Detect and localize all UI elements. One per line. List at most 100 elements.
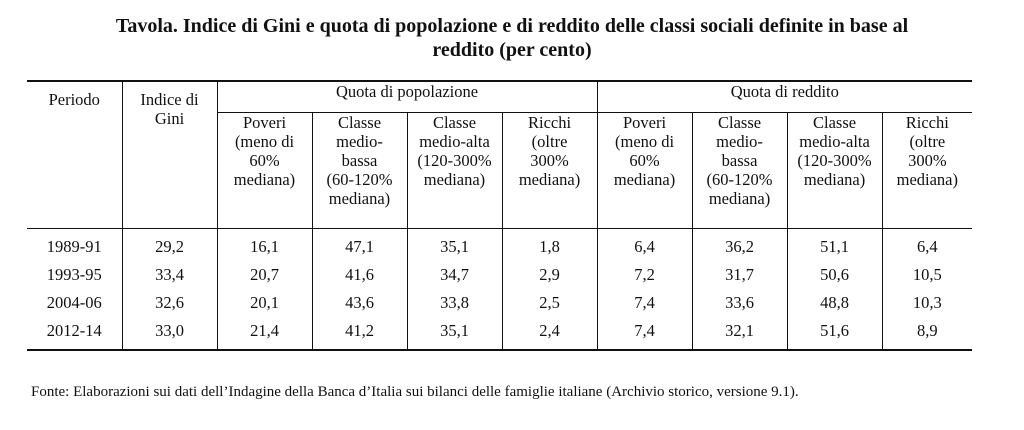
subheader-line: (120-300% [417,151,492,170]
subheader-line: (meno di [614,132,675,151]
subheader-red-medio-bassa: Classe medio-bassa (60-120% mediana) [691,112,788,229]
subheader-line: mediana) [233,170,296,189]
cell-red-poveri: 7,4 [596,321,693,351]
gini-table: Periodo Indice di Gini Quota di popolazi… [27,80,973,351]
subheader-line: Poveri [623,113,667,132]
subheader-line: mediana) [896,170,958,189]
subheader-line: Classe [813,113,857,132]
subheader-line: (60-120% [326,170,393,189]
header-gini: Indice di Gini [121,80,217,229]
subheader-red-medio-alta: Classe medio-alta (120-300% mediana) [786,112,883,229]
subheader-line: bassa [341,151,378,170]
cell-periodo: 1993-95 [46,265,102,284]
cell-pop-medio-bassa: 47,1 [311,228,407,265]
subheader-line: 300% [908,151,947,170]
header-quota-popolazione: Quota di popolazione [216,80,598,113]
cell-gini: 33,0 [121,321,217,351]
cell-pop-medio-alta: 33,8 [406,293,502,321]
cell-red-poveri: 6,4 [596,228,693,265]
subheader-line: mediana) [328,189,391,208]
subheader-line: Classe [337,113,382,132]
cell-red-medio-alta: 50,6 [786,265,883,293]
subheader-line: 60% [629,151,660,170]
cell-gini: 32,6 [121,293,217,321]
subheader-line: medio- [336,132,383,151]
subheader-red-poveri: Poveri (meno di 60% mediana) [596,112,693,229]
subheader-line: 300% [530,151,569,170]
title-line-1: Tavola. Indice di Gini e quota di popola… [115,15,909,37]
table-row: 1989-91 29,2 16,1 47,1 35,1 1,8 6,4 36,2… [27,228,973,265]
cell-periodo: 2004-06 [46,293,102,312]
header-gini-line-1: Indice di [140,90,199,109]
subheader-line: mediana) [423,170,486,189]
header-quota-reddito: Quota di reddito [596,80,973,113]
cell-gini: 33,4 [121,265,217,293]
cell-pop-poveri: 20,7 [216,265,312,293]
subheader-line: medio- [716,132,763,151]
cell-red-poveri: 7,4 [596,293,693,321]
header-periodo-label: Periodo [48,90,100,109]
cell-red-ricchi: 10,3 [881,293,973,321]
subheader-line: Classe [718,113,762,132]
subheader-pop-medio-bassa: Classe medio-bassa (60-120% mediana) [311,112,407,229]
subheader-line: (60-120% [706,170,773,189]
cell-pop-medio-alta: 35,1 [406,321,502,351]
table-row: 2004-06 32,6 20,1 43,6 33,8 2,5 7,4 33,6… [27,293,973,321]
header-quota-reddito-label: Quota di reddito [730,82,839,101]
cell-red-poveri: 7,2 [596,265,693,293]
subheader-line: mediana) [518,170,581,189]
cell-red-medio-bassa: 36,2 [691,228,788,265]
title-line-2: reddito (per cento) [432,39,592,61]
table-row: 2012-14 33,0 21,4 41,2 35,1 2,4 7,4 32,1… [27,321,973,351]
cell-pop-medio-bassa: 41,2 [311,321,407,351]
subheader-line: Ricchi [527,113,572,132]
subheader-line: (oltre [531,132,568,151]
cell-pop-medio-bassa: 43,6 [311,293,407,321]
subheader-red-ricchi: Ricchi (oltre 300% mediana) [881,112,973,229]
cell-red-ricchi: 8,9 [881,321,973,351]
subheader-line: 60% [249,151,280,170]
header-gini-line-2: Gini [154,109,185,128]
cell-pop-poveri: 16,1 [216,228,312,265]
subheader-pop-ricchi: Ricchi (oltre 300% mediana) [501,112,598,229]
source-footnote: Fonte: Elaborazioni sui dati dell’Indagi… [31,384,799,400]
cell-red-medio-bassa: 31,7 [691,265,788,293]
subheader-pop-medio-alta: Classe medio-alta (120-300% mediana) [406,112,502,229]
cell-red-medio-bassa: 33,6 [691,293,788,321]
cell-pop-ricchi: 2,4 [501,321,598,351]
cell-gini: 29,2 [121,228,217,265]
subheader-line: mediana) [803,170,866,189]
cell-pop-poveri: 21,4 [216,321,312,351]
cell-red-medio-alta: 51,1 [786,228,883,265]
subheader-line: mediana) [708,189,771,208]
cell-pop-ricchi: 1,8 [501,228,598,265]
table-title: Tavola. Indice di Gini e quota di popola… [0,14,1024,62]
cell-pop-ricchi: 2,9 [501,265,598,293]
cell-periodo: 2012-14 [27,321,122,351]
cell-pop-medio-bassa: 41,6 [311,265,407,293]
header-periodo: Periodo [27,80,122,229]
table-row: 1993-95 33,4 20,7 41,6 34,7 2,9 7,2 31,7… [27,265,973,293]
subheader-line: (oltre [909,132,946,151]
subheader-line: (meno di [234,132,295,151]
subheader-pop-poveri: Poveri (meno di 60% mediana) [216,112,312,229]
subheader-line: medio-alta [799,132,870,151]
subheader-line: Ricchi [905,113,949,132]
header-quota-popolazione-label: Quota di popolazione [336,82,479,101]
cell-red-medio-bassa: 32,1 [691,321,788,351]
cell-red-medio-alta: 51,6 [786,321,883,351]
cell-red-ricchi: 10,5 [881,265,973,293]
cell-pop-poveri: 20,1 [216,293,312,321]
cell-pop-medio-alta: 34,7 [406,265,502,293]
subheader-line: Classe [432,113,477,132]
subheader-line: Poveri [242,113,287,132]
subheader-line: (120-300% [797,151,872,170]
subheader-line: mediana) [613,170,676,189]
cell-pop-ricchi: 2,5 [501,293,598,321]
cell-red-ricchi: 6,4 [881,228,973,265]
cell-red-medio-alta: 48,8 [786,293,883,321]
subheader-line: bassa [721,151,758,170]
cell-periodo: 1989-91 [27,228,122,265]
subheader-line: medio-alta [419,132,490,151]
cell-pop-medio-alta: 35,1 [406,228,502,265]
